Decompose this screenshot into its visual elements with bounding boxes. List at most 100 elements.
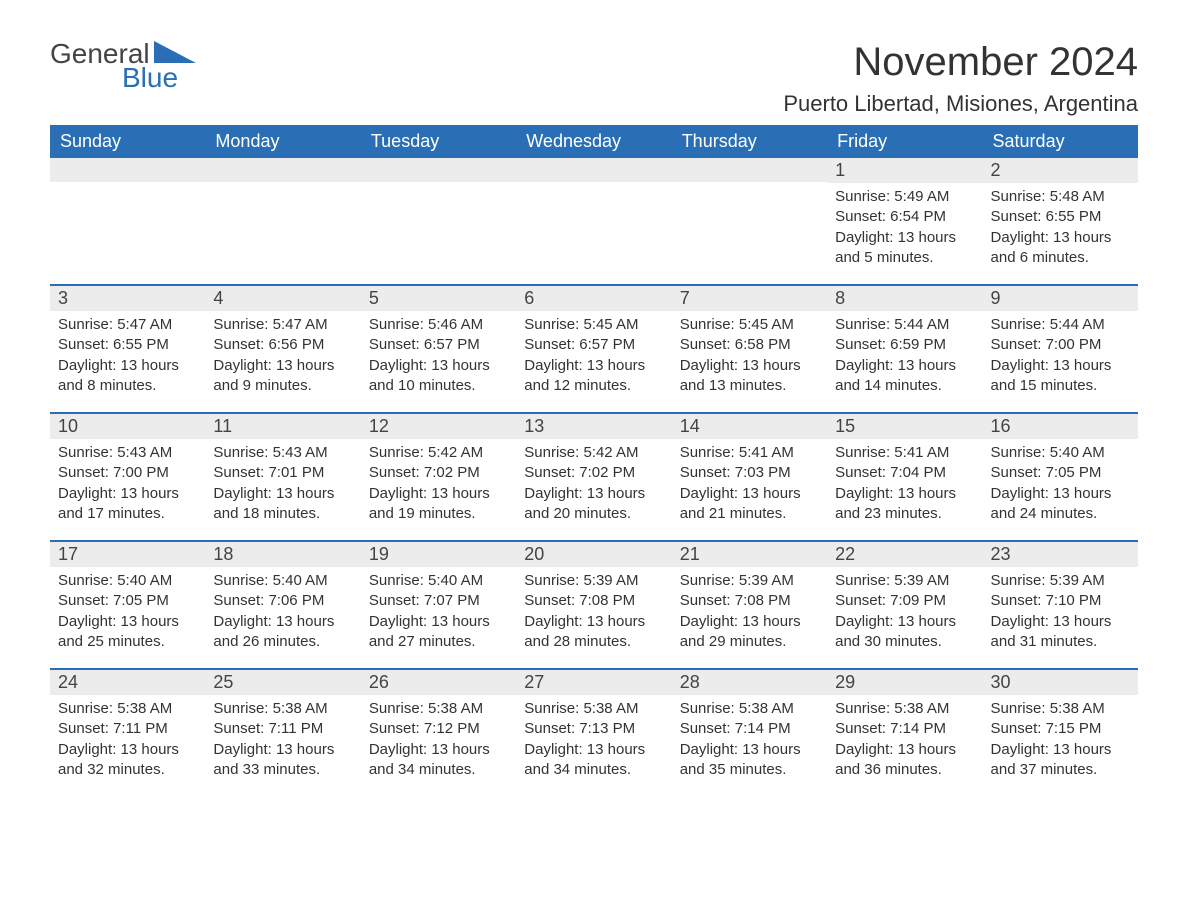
day-number: 20 <box>516 542 671 567</box>
calendar-day-cell: 8Sunrise: 5:44 AMSunset: 6:59 PMDaylight… <box>827 286 982 412</box>
day-header-monday: Monday <box>205 125 360 158</box>
daylight-line: Daylight: 13 hours and 8 minutes. <box>58 356 197 397</box>
daylight-line: Daylight: 13 hours and 15 minutes. <box>991 356 1130 397</box>
calendar-week-row: 1Sunrise: 5:49 AMSunset: 6:54 PMDaylight… <box>50 158 1138 284</box>
day-header-friday: Friday <box>827 125 982 158</box>
day-number: 24 <box>50 670 205 695</box>
sunrise-line: Sunrise: 5:39 AM <box>524 571 663 591</box>
daylight-line: Daylight: 13 hours and 26 minutes. <box>213 612 352 653</box>
sunset-line: Sunset: 6:59 PM <box>835 335 974 355</box>
calendar-day-cell: 17Sunrise: 5:40 AMSunset: 7:05 PMDayligh… <box>50 542 205 668</box>
day-details: Sunrise: 5:47 AMSunset: 6:55 PMDaylight:… <box>50 311 205 404</box>
daylight-line: Daylight: 13 hours and 19 minutes. <box>369 484 508 525</box>
day-details: Sunrise: 5:38 AMSunset: 7:15 PMDaylight:… <box>983 695 1138 788</box>
calendar-empty-cell <box>672 158 827 284</box>
calendar-empty-cell <box>50 158 205 284</box>
day-details: Sunrise: 5:40 AMSunset: 7:05 PMDaylight:… <box>983 439 1138 532</box>
daylight-line: Daylight: 13 hours and 28 minutes. <box>524 612 663 653</box>
daylight-line: Daylight: 13 hours and 14 minutes. <box>835 356 974 397</box>
daylight-line: Daylight: 13 hours and 29 minutes. <box>680 612 819 653</box>
sunset-line: Sunset: 7:03 PM <box>680 463 819 483</box>
sunrise-line: Sunrise: 5:40 AM <box>213 571 352 591</box>
sunrise-line: Sunrise: 5:42 AM <box>524 443 663 463</box>
daylight-line: Daylight: 13 hours and 25 minutes. <box>58 612 197 653</box>
calendar-day-cell: 6Sunrise: 5:45 AMSunset: 6:57 PMDaylight… <box>516 286 671 412</box>
calendar-day-header-row: SundayMondayTuesdayWednesdayThursdayFrid… <box>50 125 1138 158</box>
day-header-sunday: Sunday <box>50 125 205 158</box>
day-details: Sunrise: 5:41 AMSunset: 7:03 PMDaylight:… <box>672 439 827 532</box>
sunrise-line: Sunrise: 5:47 AM <box>58 315 197 335</box>
day-details: Sunrise: 5:40 AMSunset: 7:06 PMDaylight:… <box>205 567 360 660</box>
calendar-day-cell: 22Sunrise: 5:39 AMSunset: 7:09 PMDayligh… <box>827 542 982 668</box>
sunset-line: Sunset: 6:55 PM <box>991 207 1130 227</box>
day-number: 25 <box>205 670 360 695</box>
daylight-line: Daylight: 13 hours and 31 minutes. <box>991 612 1130 653</box>
day-number: 17 <box>50 542 205 567</box>
calendar-day-cell: 11Sunrise: 5:43 AMSunset: 7:01 PMDayligh… <box>205 414 360 540</box>
sunrise-line: Sunrise: 5:47 AM <box>213 315 352 335</box>
day-number <box>50 158 205 182</box>
sunrise-line: Sunrise: 5:45 AM <box>680 315 819 335</box>
sunset-line: Sunset: 7:13 PM <box>524 719 663 739</box>
day-number: 2 <box>983 158 1138 183</box>
day-details: Sunrise: 5:39 AMSunset: 7:08 PMDaylight:… <box>516 567 671 660</box>
sunset-line: Sunset: 7:14 PM <box>835 719 974 739</box>
day-number: 21 <box>672 542 827 567</box>
daylight-line: Daylight: 13 hours and 34 minutes. <box>524 740 663 781</box>
sunrise-line: Sunrise: 5:45 AM <box>524 315 663 335</box>
title-block: November 2024 Puerto Libertad, Misiones,… <box>783 40 1138 117</box>
calendar-day-cell: 4Sunrise: 5:47 AMSunset: 6:56 PMDaylight… <box>205 286 360 412</box>
sunset-line: Sunset: 7:06 PM <box>213 591 352 611</box>
day-number: 28 <box>672 670 827 695</box>
calendar-day-cell: 21Sunrise: 5:39 AMSunset: 7:08 PMDayligh… <box>672 542 827 668</box>
sunset-line: Sunset: 7:11 PM <box>58 719 197 739</box>
day-details: Sunrise: 5:38 AMSunset: 7:13 PMDaylight:… <box>516 695 671 788</box>
calendar-empty-cell <box>516 158 671 284</box>
day-details: Sunrise: 5:47 AMSunset: 6:56 PMDaylight:… <box>205 311 360 404</box>
sunrise-line: Sunrise: 5:49 AM <box>835 187 974 207</box>
daylight-line: Daylight: 13 hours and 5 minutes. <box>835 228 974 269</box>
calendar-week-row: 3Sunrise: 5:47 AMSunset: 6:55 PMDaylight… <box>50 284 1138 412</box>
sunrise-line: Sunrise: 5:42 AM <box>369 443 508 463</box>
calendar-day-cell: 7Sunrise: 5:45 AMSunset: 6:58 PMDaylight… <box>672 286 827 412</box>
sunset-line: Sunset: 7:15 PM <box>991 719 1130 739</box>
calendar-day-cell: 14Sunrise: 5:41 AMSunset: 7:03 PMDayligh… <box>672 414 827 540</box>
daylight-line: Daylight: 13 hours and 24 minutes. <box>991 484 1130 525</box>
day-number: 29 <box>827 670 982 695</box>
calendar-day-cell: 28Sunrise: 5:38 AMSunset: 7:14 PMDayligh… <box>672 670 827 796</box>
sunset-line: Sunset: 7:08 PM <box>524 591 663 611</box>
sunset-line: Sunset: 7:02 PM <box>524 463 663 483</box>
sunrise-line: Sunrise: 5:41 AM <box>835 443 974 463</box>
day-number <box>516 158 671 182</box>
calendar-week-row: 24Sunrise: 5:38 AMSunset: 7:11 PMDayligh… <box>50 668 1138 796</box>
day-number <box>361 158 516 182</box>
sunrise-line: Sunrise: 5:38 AM <box>991 699 1130 719</box>
day-details: Sunrise: 5:38 AMSunset: 7:11 PMDaylight:… <box>50 695 205 788</box>
day-details: Sunrise: 5:45 AMSunset: 6:58 PMDaylight:… <box>672 311 827 404</box>
calendar-day-cell: 30Sunrise: 5:38 AMSunset: 7:15 PMDayligh… <box>983 670 1138 796</box>
calendar-day-cell: 27Sunrise: 5:38 AMSunset: 7:13 PMDayligh… <box>516 670 671 796</box>
page-header: General Blue November 2024 Puerto Libert… <box>50 40 1138 117</box>
day-details: Sunrise: 5:38 AMSunset: 7:14 PMDaylight:… <box>827 695 982 788</box>
day-details: Sunrise: 5:40 AMSunset: 7:05 PMDaylight:… <box>50 567 205 660</box>
day-number: 15 <box>827 414 982 439</box>
sunset-line: Sunset: 7:02 PM <box>369 463 508 483</box>
daylight-line: Daylight: 13 hours and 18 minutes. <box>213 484 352 525</box>
day-details: Sunrise: 5:39 AMSunset: 7:08 PMDaylight:… <box>672 567 827 660</box>
calendar-day-cell: 23Sunrise: 5:39 AMSunset: 7:10 PMDayligh… <box>983 542 1138 668</box>
day-details: Sunrise: 5:39 AMSunset: 7:10 PMDaylight:… <box>983 567 1138 660</box>
calendar-day-cell: 13Sunrise: 5:42 AMSunset: 7:02 PMDayligh… <box>516 414 671 540</box>
sunrise-line: Sunrise: 5:43 AM <box>58 443 197 463</box>
daylight-line: Daylight: 13 hours and 20 minutes. <box>524 484 663 525</box>
month-title: November 2024 <box>783 40 1138 85</box>
sunset-line: Sunset: 7:01 PM <box>213 463 352 483</box>
daylight-line: Daylight: 13 hours and 10 minutes. <box>369 356 508 397</box>
daylight-line: Daylight: 13 hours and 32 minutes. <box>58 740 197 781</box>
sunrise-line: Sunrise: 5:39 AM <box>835 571 974 591</box>
day-number: 11 <box>205 414 360 439</box>
day-details: Sunrise: 5:42 AMSunset: 7:02 PMDaylight:… <box>361 439 516 532</box>
sunrise-line: Sunrise: 5:40 AM <box>991 443 1130 463</box>
logo: General Blue <box>50 40 196 92</box>
calendar-day-cell: 25Sunrise: 5:38 AMSunset: 7:11 PMDayligh… <box>205 670 360 796</box>
sunrise-line: Sunrise: 5:44 AM <box>991 315 1130 335</box>
